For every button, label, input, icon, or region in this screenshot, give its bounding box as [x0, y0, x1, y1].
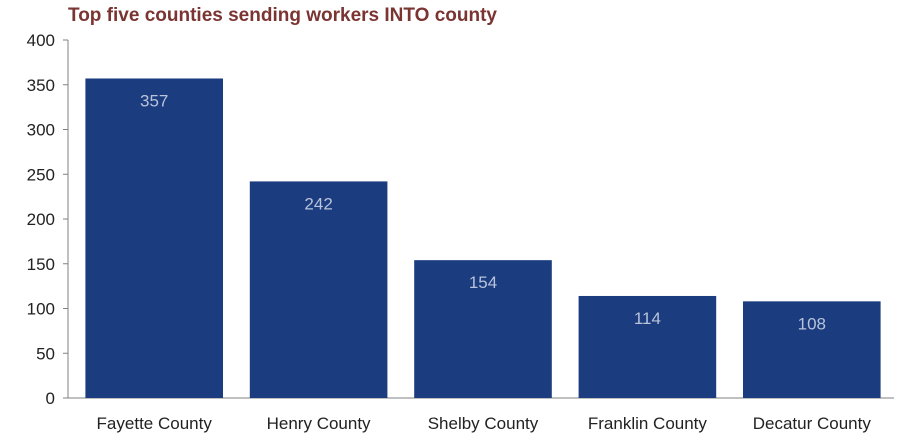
y-tick-label: 400 [27, 31, 55, 50]
y-tick-label: 300 [27, 121, 55, 140]
bar-data-label: 242 [304, 194, 332, 213]
bar-data-label: 357 [140, 91, 168, 110]
bar [742, 301, 881, 398]
y-tick-label: 150 [27, 255, 55, 274]
bar [85, 78, 224, 399]
bar [249, 181, 388, 398]
x-category-label: Decatur County [753, 414, 872, 433]
bar-data-label: 114 [634, 309, 661, 328]
y-tick-label: 200 [27, 210, 55, 229]
bar [578, 295, 717, 398]
y-tick-label: 250 [27, 165, 55, 184]
y-tick-label: 0 [46, 389, 55, 408]
bar-data-label: 108 [798, 314, 826, 333]
y-tick-label: 100 [27, 300, 55, 319]
bar [414, 260, 552, 398]
x-category-label: Henry County [267, 414, 371, 433]
y-tick-label: 350 [27, 76, 55, 95]
x-category-label: Franklin County [588, 414, 708, 433]
chart-title: Top five counties sending workers INTO c… [68, 5, 497, 26]
x-category-label: Fayette County [97, 414, 213, 433]
bar-data-label: 154 [469, 273, 497, 292]
y-tick-label: 50 [36, 344, 55, 363]
x-category-label: Shelby County [428, 414, 539, 433]
